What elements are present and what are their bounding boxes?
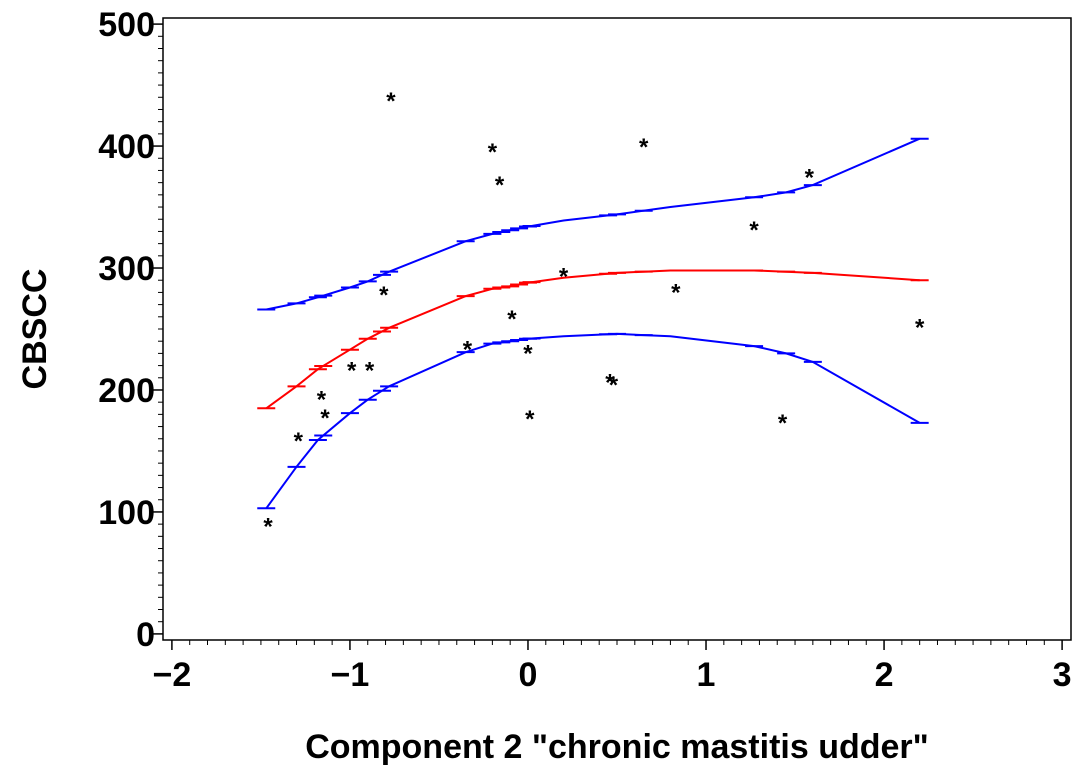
y-tick-label: 400	[98, 128, 155, 166]
x-tick-label: 1	[697, 656, 716, 694]
x-tick-label: 0	[519, 656, 538, 694]
x-tick-label: 3	[1053, 656, 1072, 694]
observation-point: *	[488, 139, 498, 166]
observations-layer: ***** ******************	[263, 88, 925, 541]
x-tick-label: −1	[331, 656, 370, 694]
observation-point: *	[495, 172, 505, 199]
observation-point: *	[671, 279, 681, 306]
y-tick-label: 500	[98, 6, 155, 44]
x-tick-label: 2	[875, 656, 894, 694]
observation-point: *	[386, 88, 396, 115]
observation-point: *	[347, 357, 357, 384]
upper-line	[266, 137, 921, 311]
observation-point: *	[525, 406, 535, 433]
y-tick-label: 300	[98, 250, 155, 288]
observation-point: *	[294, 428, 304, 455]
observation-point: *	[915, 315, 925, 342]
plot-frame	[162, 17, 1072, 641]
observation-point: *	[463, 337, 473, 364]
minor-ticks	[158, 35, 1045, 645]
x-tick-labels: −2 −1 0 1 2 3	[153, 656, 1072, 694]
y-tick-label: 200	[98, 372, 155, 410]
x-tick-label: −2	[153, 656, 192, 694]
series-layer	[257, 137, 929, 510]
observation-point: *	[317, 387, 327, 414]
observation-point: *	[523, 340, 533, 367]
y-tick-label: 100	[98, 494, 155, 532]
observation-point: *	[749, 217, 759, 244]
observation-point: *	[263, 513, 273, 540]
observation-point: *	[609, 372, 619, 399]
observation-point: *	[805, 165, 815, 192]
y-tick-label: 0	[136, 616, 155, 654]
major-ticks	[153, 23, 1063, 650]
y-axis-title: CBSCC	[16, 269, 54, 390]
observation-point: *	[379, 282, 389, 309]
observation-point: *	[639, 134, 649, 161]
x-axis-title: Component 2 "chronic mastitis udder"	[305, 728, 929, 766]
observation-point: *	[365, 357, 375, 384]
observation-point: *	[320, 405, 330, 432]
observation-point: *	[778, 410, 788, 437]
observation-point: *	[559, 263, 569, 290]
observation-point: *	[605, 370, 615, 397]
observation-point: *	[507, 306, 517, 333]
y-tick-labels: 0 100 200 300 400 500	[98, 6, 155, 654]
